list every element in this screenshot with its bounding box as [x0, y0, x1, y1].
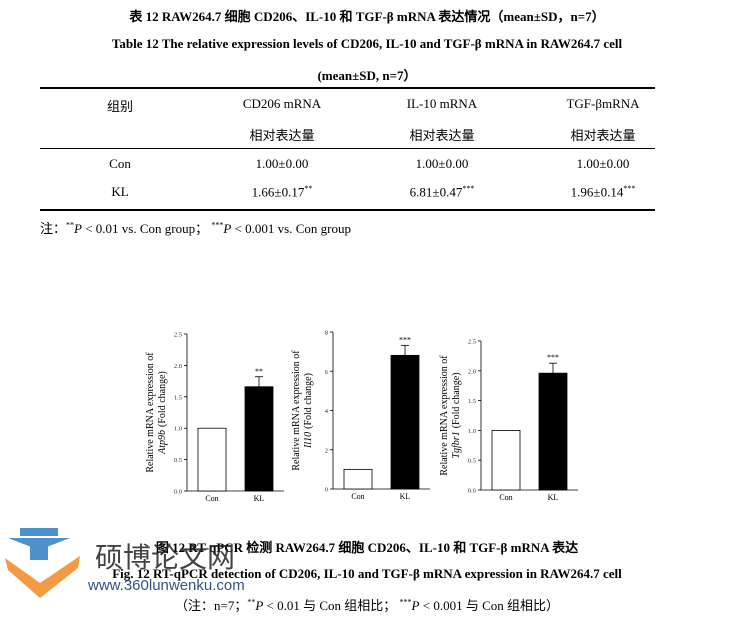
bar	[491, 429, 521, 491]
note-p: P	[74, 221, 82, 236]
watermark-url: www.360lunwenku.com	[88, 577, 245, 594]
cell-value: 1.66±0.17	[251, 184, 305, 200]
y-tick-label: 0.0	[468, 488, 476, 495]
cell-significance: ***	[623, 184, 636, 193]
table-cell: 6.81±0.47***	[410, 184, 475, 200]
gene-name: Atp9b	[157, 430, 168, 455]
x-tick-label: Con	[499, 493, 512, 502]
note-p: P	[223, 221, 232, 236]
table-top-rule	[40, 87, 655, 89]
caption-en: Fig. 12 RT-qPCR detection of CD206, IL-1…	[112, 566, 622, 581]
caption-cn: 图 12 RT-qPCR 检测 RAW264.7 细胞 CD206、IL-10 …	[155, 540, 579, 555]
table-title-cn: 表 12 RAW264.7 细胞 CD206、IL-10 和 TGF-β mRN…	[129, 6, 604, 25]
cell-significance: **	[304, 184, 313, 193]
header-cell: IL-10 mRNA	[406, 96, 478, 111]
x-tick-label: KL	[254, 494, 265, 503]
y-axis-label: Atp9b (Fold change)	[157, 371, 168, 455]
y-tick-label: 6	[325, 369, 329, 376]
note-text: < 0.001 与 Con 组相比）	[422, 598, 560, 613]
y-tick-label: 1.5	[174, 394, 182, 401]
y-axis-label: Relative mRNA expression of	[439, 355, 450, 476]
note-text: < 0.001 vs. Con group	[234, 221, 351, 236]
header-cell: 组别	[106, 99, 134, 114]
cell-value: 6.81±0.47	[409, 184, 463, 200]
x-tick-label: Con	[205, 494, 218, 503]
y-axis-label: Relative mRNA expression of	[291, 350, 302, 471]
unit: (Fold change)	[451, 372, 462, 428]
bar	[244, 386, 274, 492]
title-cn: 表 12 RAW264.7 细胞 CD206、IL-10 和 TGF-β mRN…	[129, 9, 605, 24]
y-tick-label: 2.0	[174, 363, 182, 370]
significance: ***	[399, 335, 411, 344]
header-cell: 相对表达量	[249, 128, 315, 143]
header-cell: 相对表达量	[409, 128, 475, 143]
note-sup: **	[247, 597, 256, 607]
row-label: KL	[111, 184, 129, 199]
x-tick-label: KL	[548, 493, 559, 502]
note-sup: ***	[211, 220, 224, 230]
note-text: < 0.01 vs. Con group；	[85, 221, 209, 236]
note-sup: **	[66, 220, 75, 230]
bar	[538, 372, 568, 491]
y-tick-label: 4	[325, 408, 329, 415]
caption-note: （注：n=7；**P < 0.01 与 Con 组相比； ***P < 0.00…	[175, 595, 559, 614]
significance: ***	[547, 353, 559, 362]
note-text: < 0.01 与 Con 组相比；	[266, 598, 397, 613]
table-cell: 1.96±0.14***	[571, 184, 636, 200]
x-tick-label: Con	[351, 492, 364, 501]
y-tick-label: 1.0	[174, 426, 182, 433]
table-mid-rule	[40, 148, 655, 149]
x-tick-label: KL	[400, 492, 411, 501]
row-label: Con	[109, 156, 131, 171]
table-cell: 1.00±0.00	[256, 156, 309, 172]
cell-value: 1.00±0.00	[255, 156, 309, 171]
bar	[197, 427, 227, 492]
gene-name: Tgfbr1	[451, 431, 462, 458]
note-sup: ***	[399, 597, 412, 607]
y-tick-label: 8	[325, 330, 328, 337]
y-tick-label: 1.5	[468, 398, 476, 405]
note-text: （注：n=7；	[174, 598, 248, 613]
watermark-name: 硕博论文网	[95, 541, 236, 574]
cell-significance: ***	[462, 184, 475, 193]
header-cell: CD206 mRNA	[242, 96, 322, 111]
y-axis-label: Il10 (Fold change)	[303, 373, 314, 449]
note-p: P	[411, 598, 420, 613]
table-cell: 1.00±0.00	[416, 156, 469, 172]
bar	[343, 468, 373, 490]
y-tick-label: 0.5	[174, 457, 182, 464]
table-title-en: Table 12 The relative expression levels …	[111, 36, 623, 51]
table-bottom-rule	[40, 209, 655, 211]
header-cell: 相对表达量	[570, 128, 636, 143]
unit: (Fold change)	[303, 373, 314, 429]
note-text: 注：	[40, 221, 67, 236]
watermark-logo	[5, 528, 80, 598]
y-tick-label: 2.5	[174, 332, 182, 339]
gene-name: Il10	[303, 432, 314, 449]
y-tick-label: 0	[325, 487, 328, 494]
y-tick-label: 2.0	[468, 368, 476, 375]
significance: **	[255, 367, 263, 376]
y-axis-label: Relative mRNA expression of	[145, 352, 156, 473]
cell-value: 1.00±0.00	[576, 156, 630, 171]
table-cell: 1.66±0.17**	[252, 184, 313, 200]
cell-value: 1.00±0.00	[415, 156, 469, 171]
bar	[390, 354, 420, 490]
y-tick-label: 1.0	[468, 428, 476, 435]
table-title-en-2: (mean±SD, n=7）	[317, 68, 417, 83]
table-cell: 1.00±0.00	[577, 156, 630, 172]
unit: (Fold change)	[157, 371, 168, 427]
cell-value: 1.96±0.14	[570, 184, 624, 200]
header-cell: TGF-βmRNA	[566, 96, 640, 111]
table-note: 注：**P < 0.01 vs. Con group； ***P < 0.001…	[40, 218, 351, 237]
y-tick-label: 0.0	[174, 489, 182, 496]
y-tick-label: 2	[325, 447, 328, 454]
note-p: P	[255, 598, 264, 613]
y-tick-label: 0.5	[468, 458, 476, 465]
y-tick-label: 2.5	[468, 339, 476, 346]
y-axis-label: Tgfbr1 (Fold change)	[451, 372, 462, 458]
